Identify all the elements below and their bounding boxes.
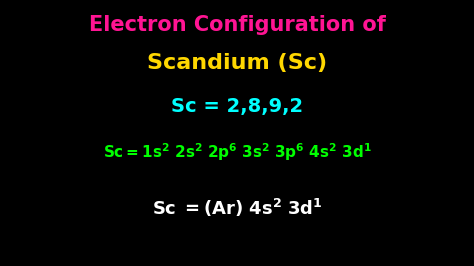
Text: Scandium (Sc): Scandium (Sc) xyxy=(147,53,327,73)
Text: $\mathbf{Sc = 1s^2\ 2s^2\ 2p^6\ 3s^2\ 3p^6\ 4s^2\ 3d^1}$: $\mathbf{Sc = 1s^2\ 2s^2\ 2p^6\ 3s^2\ 3p… xyxy=(102,141,372,163)
Text: Sc = 2,8,9,2: Sc = 2,8,9,2 xyxy=(171,97,303,116)
Text: Electron Configuration of: Electron Configuration of xyxy=(89,15,385,35)
Text: $\mathbf{Sc\ {=}(Ar)\ 4s^2\ 3d^1}$: $\mathbf{Sc\ {=}(Ar)\ 4s^2\ 3d^1}$ xyxy=(152,197,322,219)
